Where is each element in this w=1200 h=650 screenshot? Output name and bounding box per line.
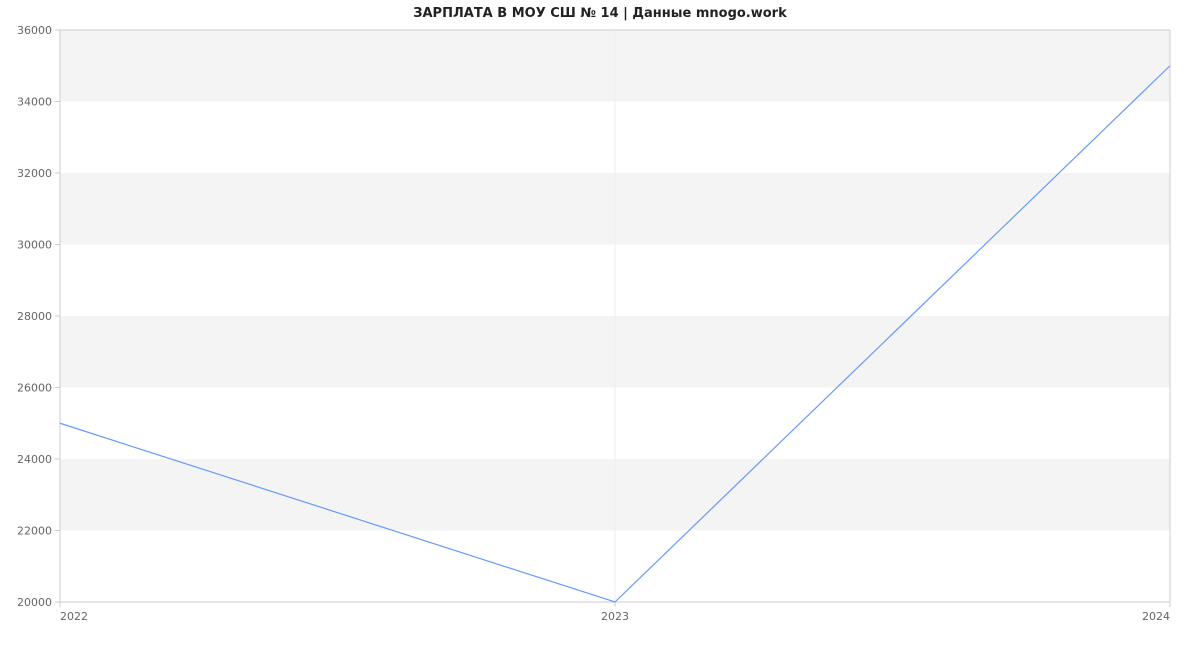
y-tick-label: 22000 [17,525,52,538]
y-tick-label: 24000 [17,453,52,466]
x-tick-label: 2022 [60,610,88,623]
y-tick-label: 26000 [17,382,52,395]
y-tick-label: 20000 [17,596,52,609]
y-tick-label: 28000 [17,310,52,323]
x-tick-label: 2023 [601,610,629,623]
y-tick-label: 32000 [17,167,52,180]
x-tick-label: 2024 [1142,610,1170,623]
y-tick-label: 30000 [17,239,52,252]
line-chart: 20000 22000 24000 26000 28000 30000 32000 34000… [0,0,1200,650]
y-tick-label: 34000 [17,96,52,109]
y-tick-label: 36000 [17,24,52,37]
